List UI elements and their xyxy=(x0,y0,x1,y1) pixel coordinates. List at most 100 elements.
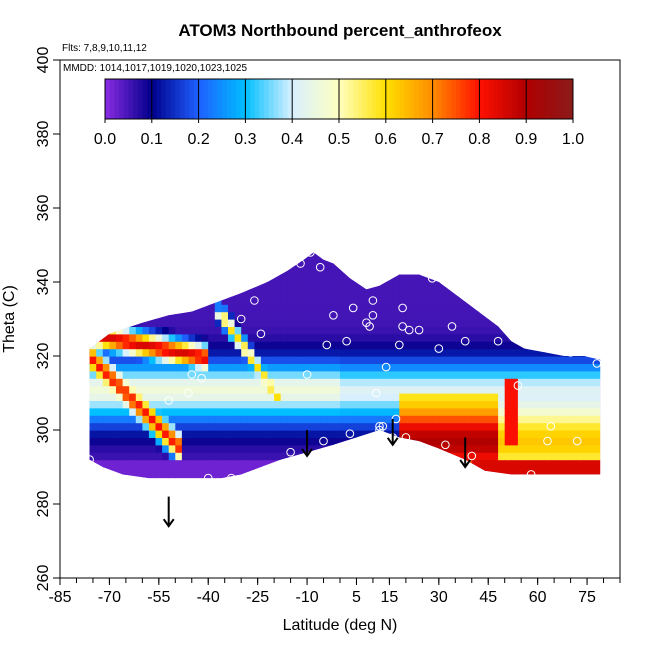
heatmap-cell xyxy=(372,274,381,283)
heatmap-cell xyxy=(438,333,446,342)
heatmap-cell xyxy=(89,274,97,283)
heatmap-cell xyxy=(129,304,137,313)
heatmap-cell xyxy=(405,378,414,387)
heatmap-cell xyxy=(89,400,91,409)
colorbar-segment xyxy=(273,79,279,119)
heatmap-cell xyxy=(471,348,479,357)
heatmap-cell xyxy=(274,482,281,490)
heatmap-cell xyxy=(320,430,328,438)
heatmap-cell xyxy=(432,407,440,416)
heatmap-cell xyxy=(590,252,598,261)
heatmap-cell xyxy=(604,289,611,297)
heatmap-cell xyxy=(261,482,268,490)
heatmap-cell xyxy=(340,474,348,479)
heatmap-cell xyxy=(228,452,236,461)
heatmap-cell xyxy=(583,252,591,253)
heatmap-cell xyxy=(260,289,269,298)
heatmap-cell xyxy=(537,378,545,387)
heatmap-cell xyxy=(557,356,565,364)
heatmap-cell xyxy=(234,333,242,342)
heatmap-cell xyxy=(346,259,354,268)
heatmap-cell xyxy=(221,259,229,268)
heatmap-cell xyxy=(89,407,91,416)
sample-point xyxy=(227,473,236,483)
heatmap-cell xyxy=(293,333,302,342)
colorbar-segment xyxy=(324,79,331,119)
heatmap-cell xyxy=(254,370,262,379)
heatmap-cell xyxy=(517,274,526,283)
heatmap-cell xyxy=(419,252,427,253)
heatmap-cell xyxy=(340,385,348,394)
heatmap-cell xyxy=(234,474,242,479)
heatmap-cell xyxy=(135,459,143,468)
heatmap-cell xyxy=(241,474,249,479)
heatmap-cell xyxy=(557,385,565,394)
heatmap-cell xyxy=(188,259,196,268)
heatmap-cell xyxy=(524,385,532,394)
heatmap-cell xyxy=(340,326,348,335)
heatmap-cell xyxy=(491,282,499,290)
heatmap-cell xyxy=(610,245,617,253)
heatmap-cell xyxy=(293,370,302,379)
heatmap-cell xyxy=(353,282,361,290)
heatmap-cell xyxy=(208,252,216,253)
heatmap-cell xyxy=(77,363,84,371)
sample-point xyxy=(306,248,315,257)
heatmap-cell xyxy=(208,385,216,394)
heatmap-cell xyxy=(537,407,545,416)
heatmap-cell xyxy=(425,296,433,305)
heatmap-cell xyxy=(102,459,110,468)
heatmap-cell xyxy=(505,482,512,490)
heatmap-cell xyxy=(333,467,341,475)
heatmap-cell xyxy=(458,422,466,431)
heatmap-cell xyxy=(465,319,473,327)
heatmap-cell xyxy=(524,356,532,364)
heatmap-cell xyxy=(353,267,361,276)
heatmap-cell xyxy=(293,282,302,290)
heatmap-cell xyxy=(247,319,255,327)
heatmap-cell xyxy=(208,437,216,446)
heatmap-cell xyxy=(267,437,275,446)
heatmap-cell xyxy=(544,304,552,313)
heatmap-cell xyxy=(399,444,407,453)
heatmap-cell xyxy=(531,356,539,364)
heatmap-cell xyxy=(412,474,420,479)
heatmap-cell xyxy=(254,415,262,424)
colorbar-segment xyxy=(212,79,218,119)
heatmap-cell xyxy=(340,444,348,453)
heatmap-cell xyxy=(129,400,137,409)
colorbar-tick-label: 0.0 xyxy=(94,131,116,148)
colorbar-segment xyxy=(544,79,551,119)
heatmap-cell xyxy=(583,333,591,342)
heatmap-cell xyxy=(333,252,341,261)
heatmap-cell xyxy=(412,311,420,320)
heatmap-cell xyxy=(504,459,512,468)
heatmap-cell xyxy=(254,311,262,320)
colorbar-segment xyxy=(175,79,181,119)
heatmap-cell xyxy=(465,348,473,357)
heatmap-cell xyxy=(241,238,248,246)
heatmap-cell xyxy=(287,282,295,290)
heatmap-cell xyxy=(610,260,617,268)
heatmap-cell xyxy=(201,296,209,305)
heatmap-cell xyxy=(122,363,130,372)
heatmap-cell xyxy=(280,252,288,261)
heatmap-cell xyxy=(504,407,512,416)
heatmap-cell xyxy=(340,348,348,357)
heatmap-cell xyxy=(109,311,117,320)
heatmap-cell xyxy=(458,444,466,453)
heatmap-cell xyxy=(511,274,519,283)
sample-point xyxy=(322,340,332,350)
heatmap-cell xyxy=(122,259,130,268)
heatmap-cell xyxy=(438,326,446,335)
heatmap-cell xyxy=(570,356,578,364)
heatmap-cell xyxy=(425,267,433,276)
sample-point xyxy=(414,325,424,335)
heatmap-cell xyxy=(551,482,558,490)
heatmap-cell xyxy=(419,296,427,305)
heatmap-cell xyxy=(379,400,387,409)
heatmap-cell xyxy=(241,482,248,490)
heatmap-cell xyxy=(267,378,275,387)
heatmap-cell xyxy=(254,474,262,479)
heatmap-cell xyxy=(247,385,255,394)
